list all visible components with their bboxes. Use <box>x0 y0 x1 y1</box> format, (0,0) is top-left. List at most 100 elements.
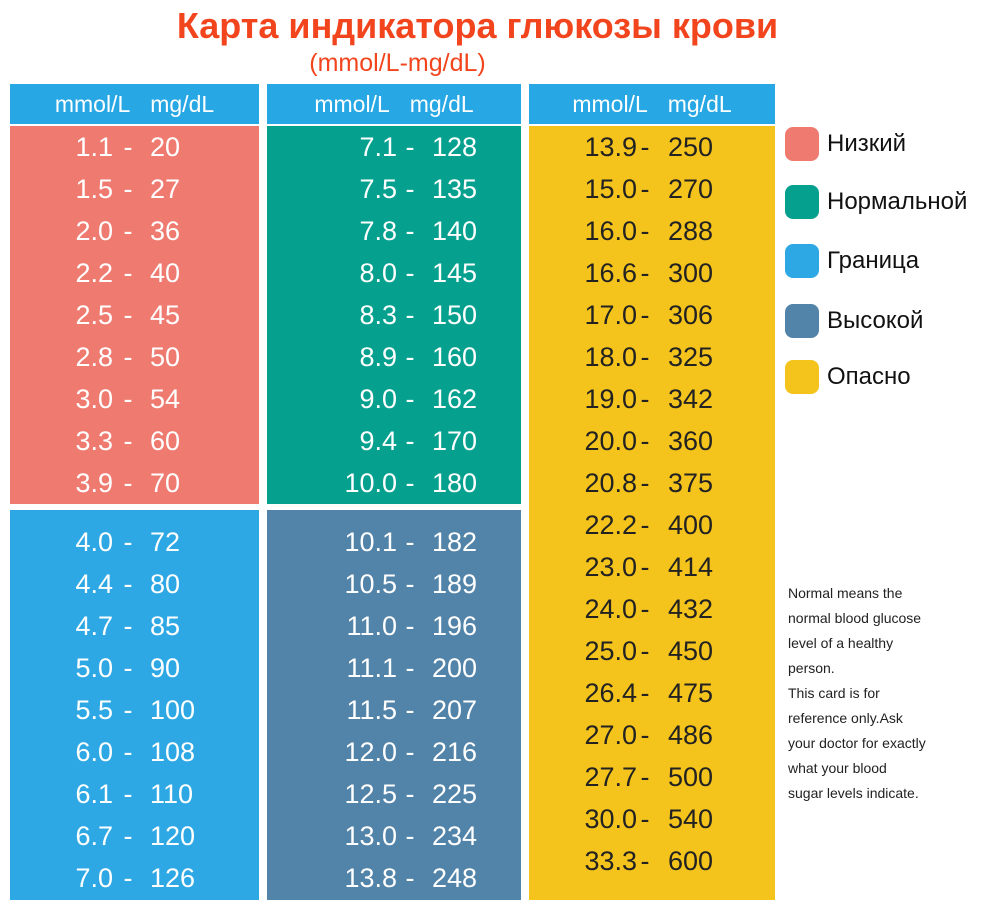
low-range-block: 1.1-20 1.5-27 2.0-36 2.2-40 2.5-45 2.8-50 3.0-… <box>10 126 259 504</box>
mmol-value: 30.0 <box>584 804 637 834</box>
mmol-value: 15.0 <box>584 174 637 204</box>
separator-dash: - <box>640 384 650 414</box>
table-row: 20.8-375 <box>529 462 775 504</box>
mgdl-value: 50 <box>150 342 181 372</box>
separator-dash: - <box>123 863 133 893</box>
separator-dash: - <box>640 426 650 456</box>
table-row: 6.1-110 <box>10 773 259 815</box>
mmol-value: 33.3 <box>584 846 637 876</box>
mmol-value: 5.5 <box>75 695 113 725</box>
table-row: 10.0-180 <box>267 462 521 504</box>
mmol-value: 24.0 <box>584 594 637 624</box>
table-row: 12.5-225 <box>267 773 521 815</box>
separator-dash: - <box>123 569 133 599</box>
separator-dash: - <box>123 468 133 498</box>
mgdl-value: 225 <box>432 779 478 809</box>
mmol-value: 1.1 <box>75 132 113 162</box>
table-row: 19.0-342 <box>529 378 775 420</box>
table-row: 3.9-70 <box>10 462 259 504</box>
separator-dash: - <box>405 300 415 330</box>
mgdl-value: 196 <box>432 611 478 641</box>
legend-swatch-low <box>785 127 819 161</box>
column-header-2: mmol/L mg/dL <box>267 84 521 124</box>
separator-dash: - <box>405 569 415 599</box>
table-row: 4.7-85 <box>10 605 259 647</box>
separator-dash: - <box>405 695 415 725</box>
note-line: person. <box>788 660 835 676</box>
mmol-value: 4.4 <box>75 569 113 599</box>
table-row: 13.9-250 <box>529 126 775 168</box>
mmol-value: 17.0 <box>584 300 637 330</box>
mmol-value: 18.0 <box>584 342 637 372</box>
mgdl-value: 189 <box>432 569 478 599</box>
column-header-3: mmol/L mg/dL <box>529 84 775 124</box>
mmol-value: 20.0 <box>584 426 637 456</box>
mgdl-value: 306 <box>668 300 714 330</box>
separator-dash: - <box>640 510 650 540</box>
legend-label-high: Высокой <box>827 307 924 334</box>
legend-swatch-border <box>785 244 819 278</box>
separator-dash: - <box>405 611 415 641</box>
table-row: 2.8-50 <box>10 336 259 378</box>
mmol-value: 11.1 <box>346 653 397 683</box>
mmol-value: 1.5 <box>75 174 113 204</box>
table-row: 8.3-150 <box>267 294 521 336</box>
separator-dash: - <box>405 342 415 372</box>
separator-dash: - <box>640 594 650 624</box>
mmol-value: 26.4 <box>584 678 637 708</box>
mmol-value: 2.0 <box>75 216 113 246</box>
mmol-value: 10.5 <box>344 569 397 599</box>
separator-dash: - <box>640 762 650 792</box>
mgdl-value: 342 <box>668 384 714 414</box>
legend-label-normal: Нормальной <box>827 188 968 215</box>
separator-dash: - <box>640 636 650 666</box>
mmol-value: 7.8 <box>359 216 397 246</box>
mgdl-value: 182 <box>432 527 478 557</box>
table-row: 7.8-140 <box>267 210 521 252</box>
separator-dash: - <box>123 174 133 204</box>
separator-dash: - <box>640 258 650 288</box>
mmol-value: 13.8 <box>344 863 397 893</box>
table-row: 18.0-325 <box>529 336 775 378</box>
mmol-value: 12.0 <box>344 737 397 767</box>
table-row: 22.2-400 <box>529 504 775 546</box>
separator-dash: - <box>640 468 650 498</box>
legend-swatch-high <box>785 304 819 338</box>
header-mmol-label: mmol/L <box>54 91 131 117</box>
separator-dash: - <box>640 300 650 330</box>
table-row: 4.0-72 <box>10 521 259 563</box>
separator-dash: - <box>640 174 650 204</box>
mgdl-value: 500 <box>668 762 714 792</box>
mmol-value: 8.9 <box>359 342 397 372</box>
separator-dash: - <box>405 468 415 498</box>
mmol-value: 6.7 <box>75 821 113 851</box>
mgdl-value: 170 <box>432 426 478 456</box>
mmol-value: 27.7 <box>584 762 637 792</box>
mgdl-value: 140 <box>432 216 478 246</box>
mgdl-value: 375 <box>668 468 714 498</box>
legend-label-low: Низкий <box>827 130 907 157</box>
separator-dash: - <box>123 132 133 162</box>
separator-dash: - <box>123 426 133 456</box>
page-title: Карта индикатора глюкозы крови <box>176 5 779 46</box>
mmol-value: 7.1 <box>359 132 397 162</box>
mgdl-value: 486 <box>668 720 714 750</box>
table-row: 6.7-120 <box>10 815 259 857</box>
separator-dash: - <box>640 216 650 246</box>
table-row: 9.4-170 <box>267 420 521 462</box>
mgdl-value: 200 <box>432 653 478 683</box>
mgdl-value: 120 <box>150 821 196 851</box>
table-row: 7.5-135 <box>267 168 521 210</box>
mgdl-value: 414 <box>668 552 714 582</box>
table-row: 16.6-300 <box>529 252 775 294</box>
separator-dash: - <box>123 300 133 330</box>
table-row: 13.0-234 <box>267 815 521 857</box>
separator-dash: - <box>405 527 415 557</box>
mgdl-value: 45 <box>150 300 181 330</box>
separator-dash: - <box>123 821 133 851</box>
table-row: 5.0-90 <box>10 647 259 689</box>
separator-dash: - <box>123 611 133 641</box>
table-row: 1.5-27 <box>10 168 259 210</box>
mmol-value: 7.0 <box>75 863 113 893</box>
table-row: 27.0-486 <box>529 714 775 756</box>
